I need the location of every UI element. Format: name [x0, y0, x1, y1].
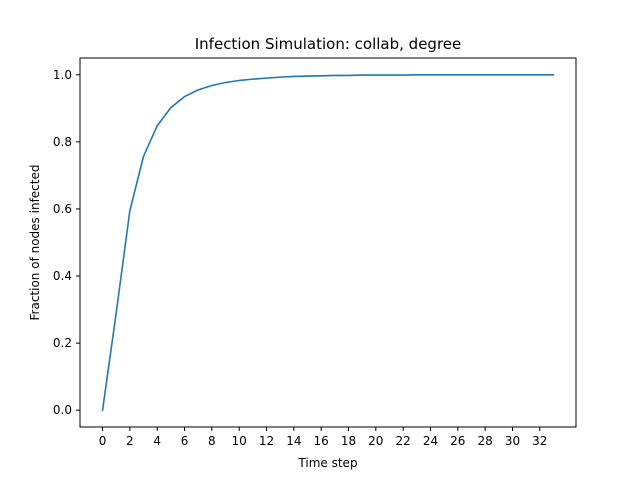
- series-line-0: [103, 75, 554, 410]
- x-tick-label: 10: [232, 434, 247, 448]
- series-layer: [103, 75, 554, 410]
- y-tick-label: 0.0: [53, 403, 72, 417]
- y-axis-ticks: 0.0 0.2 0.4 0.6 0.8 1.0: [53, 68, 80, 417]
- x-tick-label: 26: [450, 434, 465, 448]
- x-tick-label: 0: [99, 434, 107, 448]
- x-tick-label: 24: [423, 434, 438, 448]
- x-tick-label: 28: [477, 434, 492, 448]
- x-tick-label: 16: [314, 434, 329, 448]
- y-tick-label: 0.6: [53, 202, 72, 216]
- x-tick-label: 14: [286, 434, 301, 448]
- plot-area-frame: [80, 58, 576, 427]
- y-tick-label: 1.0: [53, 68, 72, 82]
- chart-title: Infection Simulation: collab, degree: [195, 35, 461, 53]
- x-tick-label: 6: [181, 434, 189, 448]
- x-tick-label: 4: [153, 434, 161, 448]
- x-axis-label: Time step: [297, 456, 357, 470]
- x-tick-label: 18: [341, 434, 356, 448]
- x-tick-label: 22: [396, 434, 411, 448]
- x-tick-label: 12: [259, 434, 274, 448]
- x-tick-label: 20: [368, 434, 383, 448]
- y-tick-label: 0.2: [53, 336, 72, 350]
- x-tick-label: 2: [126, 434, 134, 448]
- y-tick-label: 0.8: [53, 135, 72, 149]
- x-axis-ticks: 0 2 4 6 8 10 12 14 16 18 20 22 24 26 28 30 32: [99, 427, 548, 448]
- x-tick-label: 30: [505, 434, 520, 448]
- x-tick-label: 8: [208, 434, 216, 448]
- x-tick-label: 32: [532, 434, 547, 448]
- y-tick-label: 0.4: [53, 269, 72, 283]
- y-axis-label: Fraction of nodes infected: [28, 165, 42, 321]
